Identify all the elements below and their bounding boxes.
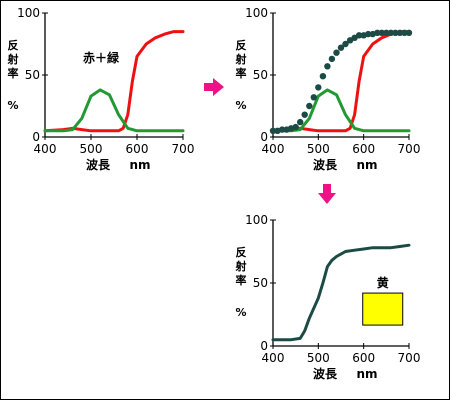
y-axis-label-char: 反 [236, 38, 247, 52]
y-axis-unit: % [235, 99, 246, 112]
y-tick-label: 50 [253, 68, 268, 82]
y-axis-label-char: 反 [8, 38, 19, 52]
y-tick-label: 0 [32, 130, 40, 144]
x-tick-label: 500 [307, 142, 330, 156]
data-point-dark [301, 111, 308, 118]
data-point-dark [292, 123, 299, 131]
y-tick-label: 100 [245, 6, 268, 20]
data-point-dark [355, 32, 363, 39]
x-tick-label: 700 [398, 351, 421, 365]
y-axis-label-char: 反 [236, 245, 247, 259]
y-tick-label: 100 [245, 213, 268, 227]
series-line-dark [271, 243, 411, 342]
data-point-dark [310, 94, 317, 101]
data-point-dark [396, 29, 404, 36]
x-axis-label: 波長 [313, 366, 338, 381]
data-point-dark [269, 127, 277, 134]
x-tick-label: 600 [352, 351, 375, 365]
y-tick-label: 50 [25, 68, 40, 82]
data-point-dark [342, 40, 349, 48]
data-point-dark [328, 55, 336, 63]
data-point-dark [365, 30, 372, 38]
y-tick-label: 0 [260, 130, 268, 144]
x-axis-unit: nm [129, 158, 150, 172]
x-tick-label: 600 [126, 142, 149, 156]
y-axis-label-char: 率 [236, 66, 247, 80]
x-tick-label: 400 [262, 351, 285, 365]
swatch-label: 黄 [377, 275, 389, 290]
x-tick-label: 500 [80, 142, 103, 156]
series-line-green [43, 88, 185, 133]
yellow-swatch [362, 292, 404, 326]
x-tick-label: 600 [352, 142, 375, 156]
data-point-dark [315, 84, 322, 91]
x-axis-label: 波長 [313, 157, 338, 172]
data-point-dark [401, 29, 408, 36]
y-tick-label: 50 [253, 276, 268, 290]
y-axis-label-char: 射 [235, 52, 247, 66]
x-axis-label: 波長 [86, 157, 111, 172]
y-axis-label-char: 射 [235, 259, 247, 273]
data-point-dark [374, 29, 381, 36]
x-tick-label: 400 [262, 142, 285, 156]
data-point-dark [324, 63, 331, 70]
y-tick-label: 100 [17, 6, 40, 20]
data-point-dark [392, 29, 399, 36]
x-tick-label: 700 [398, 142, 421, 156]
data-point-dark [297, 118, 304, 126]
arrow-right-icon [204, 78, 224, 96]
data-point-dark [333, 49, 340, 56]
x-axis-unit: nm [356, 367, 377, 381]
arrow-down-icon [318, 184, 336, 204]
data-point-dark [387, 29, 395, 36]
mix-annotation: 赤＋緑 [83, 50, 120, 65]
series-line-red [43, 30, 185, 133]
y-tick-label: 0 [260, 339, 268, 353]
y-axis-label-char: 率 [8, 66, 19, 80]
data-point-dark [405, 29, 413, 36]
data-point-dark [278, 126, 286, 133]
y-axis-unit: % [7, 99, 18, 112]
x-axis-unit: nm [356, 158, 377, 172]
x-tick-label: 500 [307, 351, 330, 365]
data-point-dark [306, 102, 313, 110]
series-line-green [271, 88, 411, 133]
y-axis-unit: % [235, 306, 246, 319]
data-point-dark [337, 44, 345, 51]
data-point-dark [378, 29, 385, 36]
y-axis-label-char: 射 [7, 52, 19, 66]
y-axis-label-char: 率 [236, 273, 247, 287]
data-point-dark [383, 29, 390, 36]
data-point-dark [319, 73, 327, 80]
x-tick-label: 700 [172, 142, 195, 156]
x-tick-label: 400 [34, 142, 57, 156]
series-line-red [271, 30, 411, 133]
